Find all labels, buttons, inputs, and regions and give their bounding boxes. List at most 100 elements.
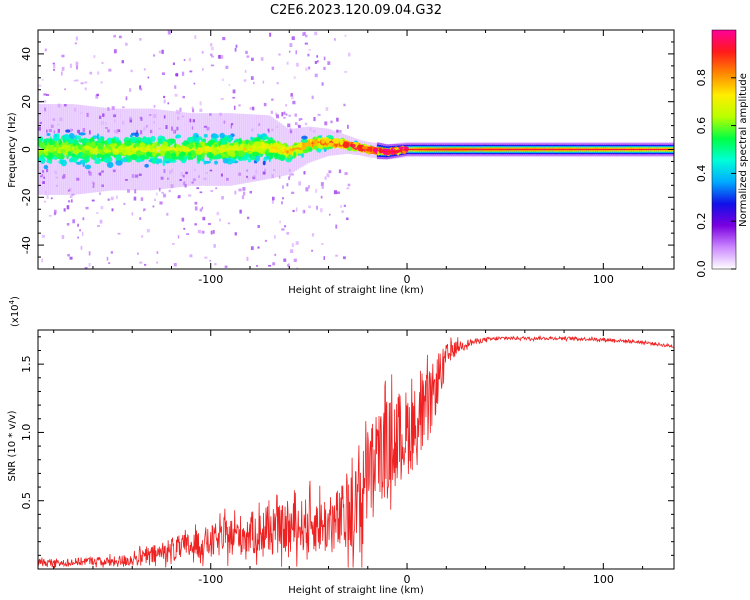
spectrogram-blob xyxy=(46,159,51,164)
spectrogram-blob xyxy=(120,158,129,163)
spectrogram-blob xyxy=(93,155,97,161)
spectrogram-outlier xyxy=(184,184,187,188)
spectrogram-outlier xyxy=(294,121,298,126)
spectrogram-blob xyxy=(140,155,148,160)
spectrogram-outlier xyxy=(129,88,132,92)
spectrogram-outlier xyxy=(93,55,96,58)
spectrogram-panel: -100 0 100 -40 -20 0 20 40 Height of straight … xyxy=(7,29,675,296)
spectrogram-blob xyxy=(202,138,207,143)
spectrogram-outlier xyxy=(116,195,118,200)
spectrogram-outlier xyxy=(285,103,288,107)
spectrogram-outlier xyxy=(189,70,193,73)
spectrogram-outlier xyxy=(347,124,349,129)
spectrogram-outlier xyxy=(167,177,169,180)
spectrogram-outlier xyxy=(274,253,277,256)
spectrogram-outlier xyxy=(182,95,185,99)
spectrogram-outlier xyxy=(176,126,179,131)
spectrogram-outlier xyxy=(312,129,316,133)
spectrogram-blob xyxy=(249,155,257,161)
spectrogram-blob xyxy=(254,155,260,162)
spectrogram-blob xyxy=(224,153,230,159)
spectrogram-blob xyxy=(135,137,143,142)
spectrogram-blob xyxy=(124,140,132,147)
snr-y-ticks: 0.5 1.0 1.5 xyxy=(20,336,674,556)
spectrogram-outlier xyxy=(243,79,247,82)
spectrogram-outlier xyxy=(61,235,65,239)
snr-y-multiplier-close: ) xyxy=(10,296,21,300)
spectrogram-outlier xyxy=(224,265,228,268)
spectrogram-outlier xyxy=(136,130,138,134)
spectrogram-outlier xyxy=(139,261,143,264)
spectrogram-blob xyxy=(48,139,55,146)
spectrogram-blob xyxy=(219,132,225,139)
spectrogram-outlier xyxy=(75,61,79,66)
spectrogram-blob xyxy=(89,141,96,149)
spectrogram-outlier xyxy=(175,73,179,77)
spectrogram-blob xyxy=(162,159,166,167)
spectrogram-outlier xyxy=(159,187,161,192)
spectrogram-outlier xyxy=(281,112,284,117)
spectrogram-outlier xyxy=(228,84,231,87)
spectrogram-outlier xyxy=(295,207,298,212)
spectrogram-outlier xyxy=(139,85,142,90)
spectrogram-outlier xyxy=(63,174,66,178)
spectrogram-outlier xyxy=(191,106,194,110)
spectrogram-blob xyxy=(137,157,142,162)
spectrogram-outlier xyxy=(333,190,338,195)
spectrogram-outlier xyxy=(196,187,200,190)
figure-title: C2E6.2023.120.09.04.G32 xyxy=(270,3,442,18)
spectrogram-outlier xyxy=(199,101,202,106)
spectrogram-outlier xyxy=(178,195,181,199)
spectrogram-outlier xyxy=(143,127,146,131)
spectrogram-outlier xyxy=(193,82,196,85)
spectrogram-outlier xyxy=(270,110,273,114)
spectrogram-outlier xyxy=(98,192,101,196)
spectrogram-outlier xyxy=(115,129,119,134)
spectrogram-y-axis-label: Frequency (Hz) xyxy=(7,112,18,188)
spectrogram-outlier xyxy=(55,176,59,179)
spectrogram-outlier xyxy=(88,171,92,176)
spectrogram-outlier xyxy=(305,67,308,72)
spectrogram-blob xyxy=(124,146,130,150)
spectrogram-blob xyxy=(281,147,285,153)
spectrogram-outlier xyxy=(155,192,158,196)
spectrogram-outlier xyxy=(48,129,52,132)
spectrogram-blob xyxy=(48,145,55,153)
spectrogram-blob xyxy=(104,148,109,154)
spectrogram-blob xyxy=(349,143,356,148)
spectrogram-outlier xyxy=(194,206,198,211)
spectrogram-outlier xyxy=(172,130,176,133)
spectrogram-outlier xyxy=(107,129,110,133)
spectrogram-outlier xyxy=(203,125,208,128)
spectrogram-outlier xyxy=(138,173,142,176)
spectrogram-outlier xyxy=(181,71,185,76)
spectrogram-outlier xyxy=(127,189,130,193)
spectrogram-outlier xyxy=(46,129,48,133)
snr-y-multiplier: (x104) xyxy=(8,296,21,327)
spectrogram-outlier xyxy=(220,55,224,59)
spectrogram-outlier xyxy=(74,42,78,45)
spectrogram-outlier xyxy=(330,120,333,124)
spectrogram-outlier xyxy=(84,81,88,84)
spectrogram-blob xyxy=(297,149,304,154)
spectrogram-outlier xyxy=(253,81,255,85)
snr-x-tick-label: 0 xyxy=(404,573,411,586)
spectrogram-outlier xyxy=(246,256,249,261)
spectrogram-x-tick-label: 0 xyxy=(404,273,411,286)
spectrogram-outlier xyxy=(75,65,79,70)
spectrogram-outlier xyxy=(104,122,107,126)
spectrogram-outlier xyxy=(110,251,113,254)
spectrogram-outlier xyxy=(92,185,95,188)
spectrogram-outlier xyxy=(246,175,248,178)
spectrogram-blob xyxy=(165,151,171,158)
spectrogram-outlier xyxy=(121,60,124,64)
spectrogram-outlier xyxy=(313,117,316,122)
spectrogram-blob xyxy=(130,132,138,136)
spectrogram-outlier xyxy=(97,225,100,228)
spectrogram-outlier xyxy=(335,254,338,257)
spectrogram-blob xyxy=(109,143,118,148)
spectrogram-outlier xyxy=(108,68,112,72)
spectrogram-outlier xyxy=(235,44,238,48)
spectrogram-outlier xyxy=(210,230,213,235)
spectrogram-outlier xyxy=(286,183,289,187)
